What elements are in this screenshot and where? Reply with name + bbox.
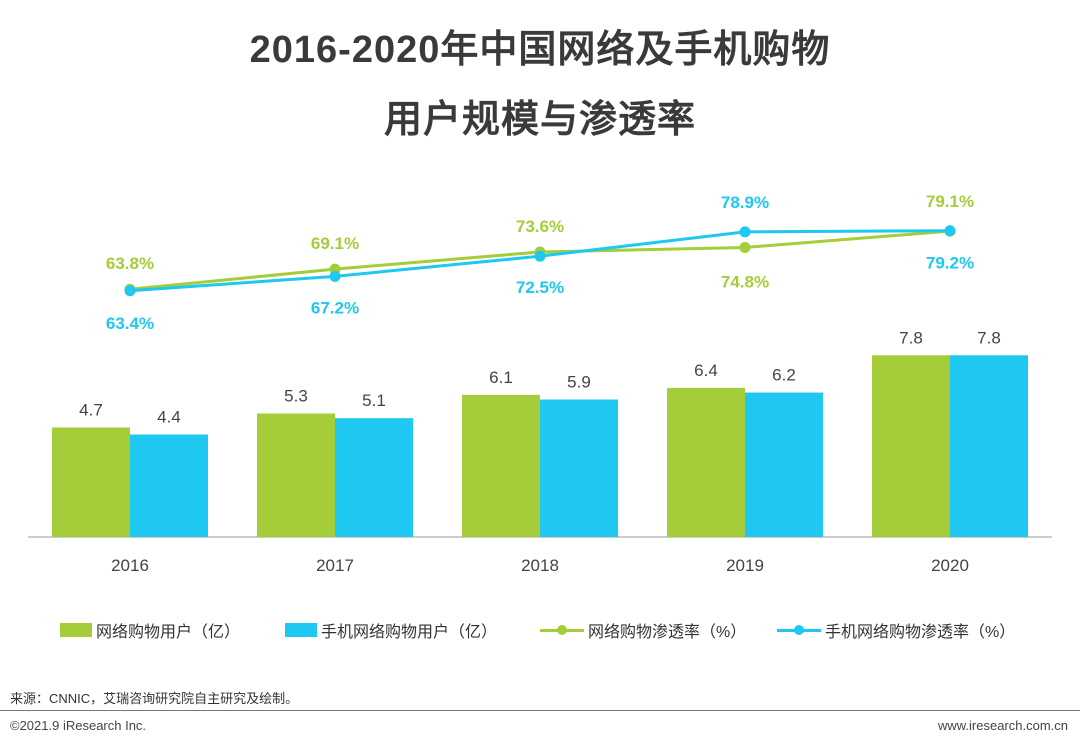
- bar-online-users: [257, 413, 335, 537]
- point-value-label: 63.4%: [106, 314, 154, 333]
- bar-online-users: [52, 427, 130, 537]
- legend-line-green: [540, 623, 584, 637]
- bar-value-label: 4.4: [157, 407, 181, 426]
- point-value-label: 72.5%: [516, 278, 564, 297]
- point-value-label: 78.9%: [721, 193, 769, 212]
- point-mobile-rate: [944, 225, 956, 237]
- legend-item-online-rate: 网络购物渗透率（%）: [540, 618, 746, 642]
- legend-item-mobile-rate: 手机网络购物渗透率（%）: [777, 618, 1015, 642]
- bar-online-users: [462, 394, 540, 537]
- point-value-label: 67.2%: [311, 298, 359, 317]
- legend-label: 网络购物渗透率（%）: [588, 624, 747, 641]
- legend-item-online-users: 网络购物用户（亿）: [60, 618, 240, 642]
- bar-online-users: [667, 387, 745, 537]
- point-mobile-rate: [329, 270, 341, 282]
- footer-divider: [0, 710, 1080, 711]
- point-mobile-rate: [124, 285, 136, 297]
- legend-item-mobile-users: 手机网络购物用户（亿）: [285, 618, 497, 642]
- bar-mobile-users: [335, 418, 413, 537]
- bar-mobile-users: [950, 355, 1028, 537]
- bar-value-label: 6.4: [694, 361, 718, 380]
- source-note: 来源：CNNIC，艾瑞咨询研究院自主研究及绘制。: [10, 691, 299, 706]
- x-tick-label: 2018: [521, 556, 559, 575]
- point-online-rate: [739, 241, 751, 253]
- website-link[interactable]: www.iresearch.com.cn: [937, 718, 1068, 733]
- legend-label: 手机网络购物渗透率（%）: [825, 624, 1016, 641]
- bar-online-users: [872, 355, 950, 537]
- legend-label: 网络购物用户（亿）: [96, 624, 241, 641]
- point-value-label: 74.8%: [721, 272, 769, 291]
- point-value-label: 73.6%: [516, 217, 564, 236]
- bar-value-label: 5.3: [284, 387, 308, 406]
- x-tick-label: 2019: [726, 556, 764, 575]
- point-value-label: 79.2%: [926, 254, 974, 273]
- x-tick-label: 2020: [931, 556, 969, 575]
- chart-area: 4.7 5.3 6.1 6.4 7.8 4.4 5.1 5.9 6.2 7.8 2016 2017 20…: [28, 192, 1052, 575]
- x-tick-label: 2017: [316, 556, 354, 575]
- legend-line-blue: [777, 623, 821, 637]
- bar-value-label: 7.8: [899, 328, 923, 347]
- legend-swatch-green: [60, 623, 92, 637]
- legend-label: 手机网络购物用户（亿）: [321, 624, 498, 641]
- chart-legend: 网络购物用户（亿） 手机网络购物用户（亿） 网络购物渗透率（%） 手机网络购物渗…: [0, 618, 1080, 642]
- bar-mobile-users: [540, 399, 618, 537]
- chart-title-line1: 2016-2020年中国网络及手机购物: [249, 29, 831, 71]
- chart-title-line2: 用户规模与渗透率: [383, 99, 696, 141]
- point-mobile-rate: [739, 226, 751, 238]
- x-tick-label: 2016: [111, 556, 149, 575]
- point-value-label: 69.1%: [311, 234, 359, 253]
- bar-value-label: 6.2: [772, 366, 796, 385]
- legend-swatch-blue: [285, 623, 317, 637]
- point-value-label: 63.8%: [106, 254, 154, 273]
- bar-value-label: 5.9: [567, 373, 591, 392]
- bar-mobile-users: [130, 434, 208, 537]
- point-value-label: 79.1%: [926, 192, 974, 211]
- copyright: ©2021.9 iResearch Inc.: [10, 718, 147, 733]
- bar-value-label: 5.1: [362, 391, 386, 410]
- point-mobile-rate: [534, 250, 546, 262]
- bar-value-label: 4.7: [79, 400, 103, 419]
- bar-value-label: 6.1: [489, 368, 513, 387]
- bar-mobile-users: [745, 392, 823, 537]
- bar-value-label: 7.8: [977, 328, 1001, 347]
